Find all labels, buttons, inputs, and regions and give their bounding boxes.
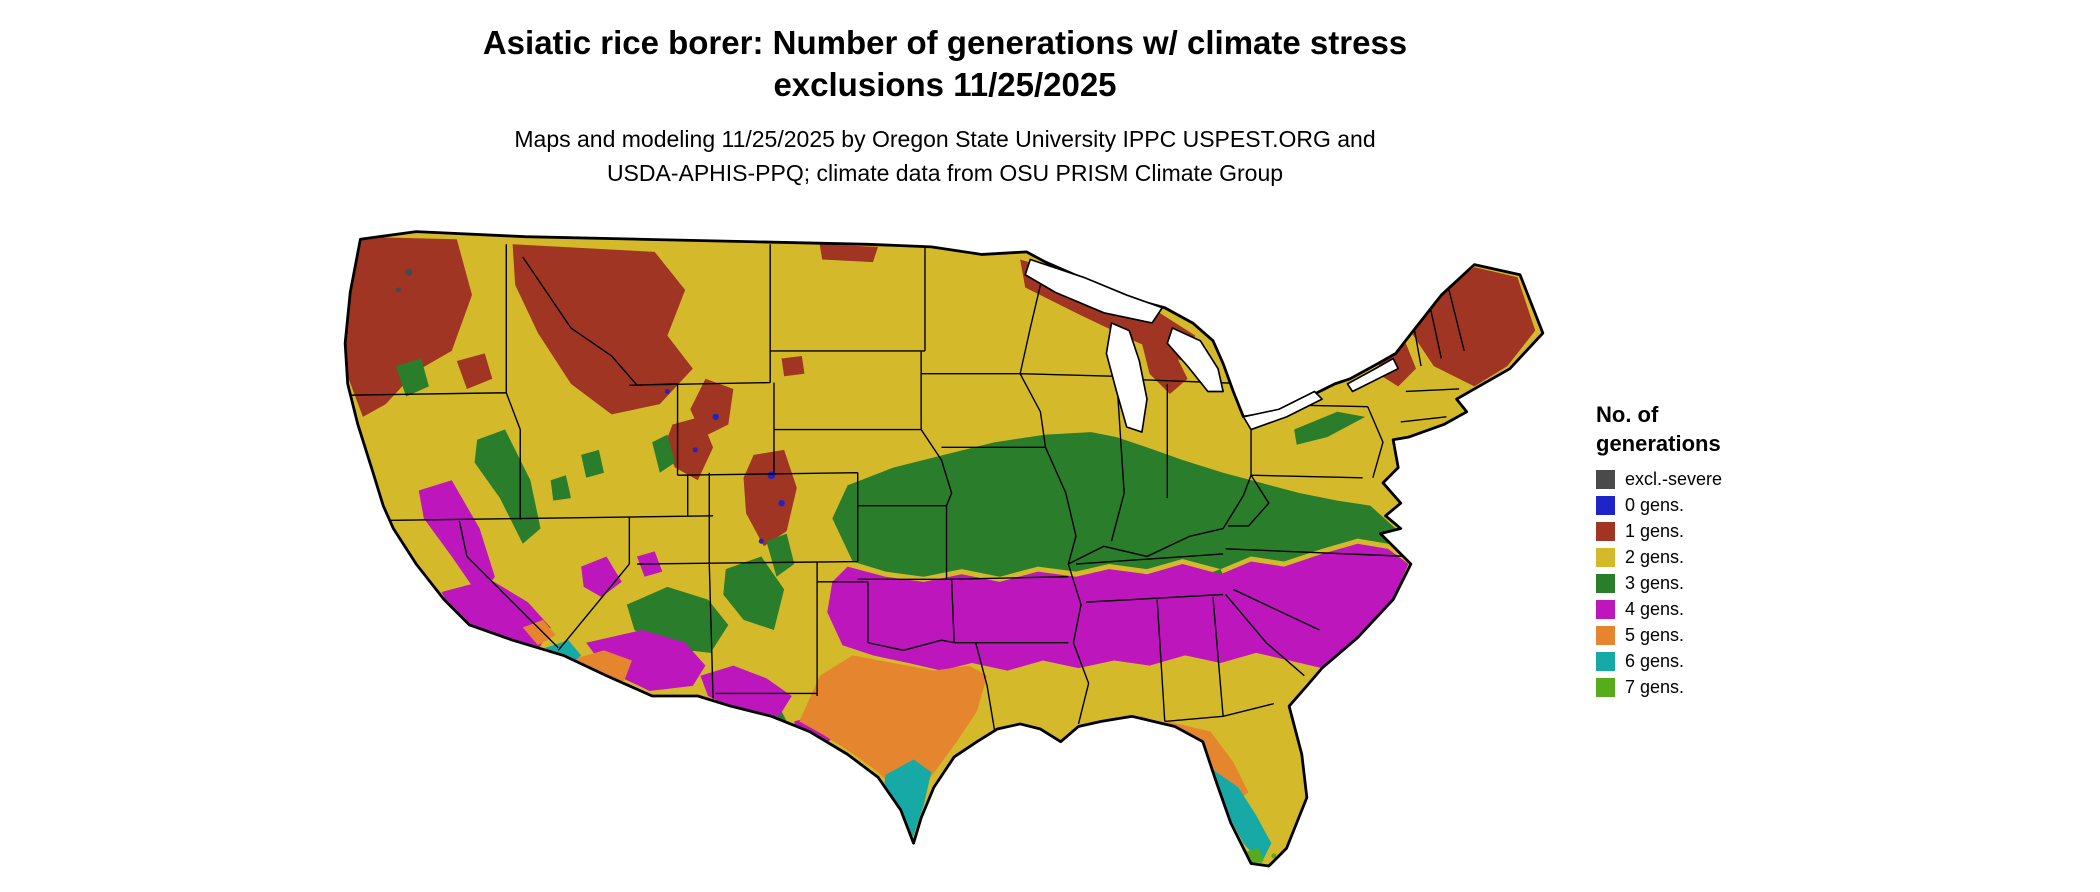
title-line-2: exclusions 11/25/2025 [773,66,1117,103]
legend: No. of generations excl.-severe 0 gens. … [1596,400,1846,704]
legend-swatch-4-gens [1596,600,1615,619]
legend-item: 6 gens. [1596,651,1846,671]
lake-superior [1024,258,1164,324]
lake-huron [1166,327,1224,393]
legend-swatch-5-gens [1596,626,1615,645]
legend-item: 1 gens. [1596,521,1846,541]
us-outline [343,230,1545,868]
legend-swatch-3-gens [1596,574,1615,593]
region-excl-severe [395,268,413,293]
lake-ontario [1346,357,1400,393]
legend-swatch-6-gens [1596,652,1615,671]
legend-swatch-excl-severe [1596,470,1615,489]
legend-label: 3 gens. [1625,573,1685,593]
legend-label: 2 gens. [1625,547,1685,567]
legend-label: 7 gens. [1625,677,1685,697]
subtitle-line-1: Maps and modeling 11/25/2025 by Oregon S… [514,126,1376,152]
legend-title: No. of generations [1596,400,1846,458]
legend-title-line-2: generations [1596,431,1721,456]
lake-michigan [1105,322,1148,433]
legend-item: 4 gens. [1596,599,1846,619]
legend-item: 2 gens. [1596,547,1846,567]
lake-erie [1242,390,1323,431]
page-title: Asiatic rice borer: Number of generation… [0,22,1890,106]
great-lakes [1024,258,1400,433]
legend-item: 7 gens. [1596,677,1846,697]
legend-label: 1 gens. [1625,521,1685,541]
map-header: Asiatic rice borer: Number of generation… [0,22,1890,190]
us-generations-map [343,230,1545,868]
legend-item: 0 gens. [1596,495,1846,515]
title-line-1: Asiatic rice borer: Number of generation… [482,24,1408,61]
legend-item: excl.-severe [1596,469,1846,489]
region-3-gens [395,358,1396,735]
legend-label: 5 gens. [1625,625,1685,645]
legend-swatch-7-gens [1596,678,1615,697]
legend-item: 3 gens. [1596,573,1846,593]
legend-label: 0 gens. [1625,495,1685,515]
region-1-gens [345,236,1536,547]
legend-label: excl.-severe [1625,469,1723,489]
legend-label: 6 gens. [1625,651,1685,671]
legend-swatch-2-gens [1596,548,1615,567]
subtitle-line-2: USDA-APHIS-PPQ; climate data from OSU PR… [606,160,1284,186]
legend-label: 4 gens. [1625,599,1685,619]
legend-items: excl.-severe 0 gens. 1 gens. 2 gens. 3 g… [1596,469,1846,697]
map-attribution: Maps and modeling 11/25/2025 by Oregon S… [0,122,1890,190]
legend-title-line-1: No. of [1596,402,1659,427]
legend-swatch-1-gens [1596,522,1615,541]
legend-swatch-0-gens [1596,496,1615,515]
legend-item: 5 gens. [1596,625,1846,645]
